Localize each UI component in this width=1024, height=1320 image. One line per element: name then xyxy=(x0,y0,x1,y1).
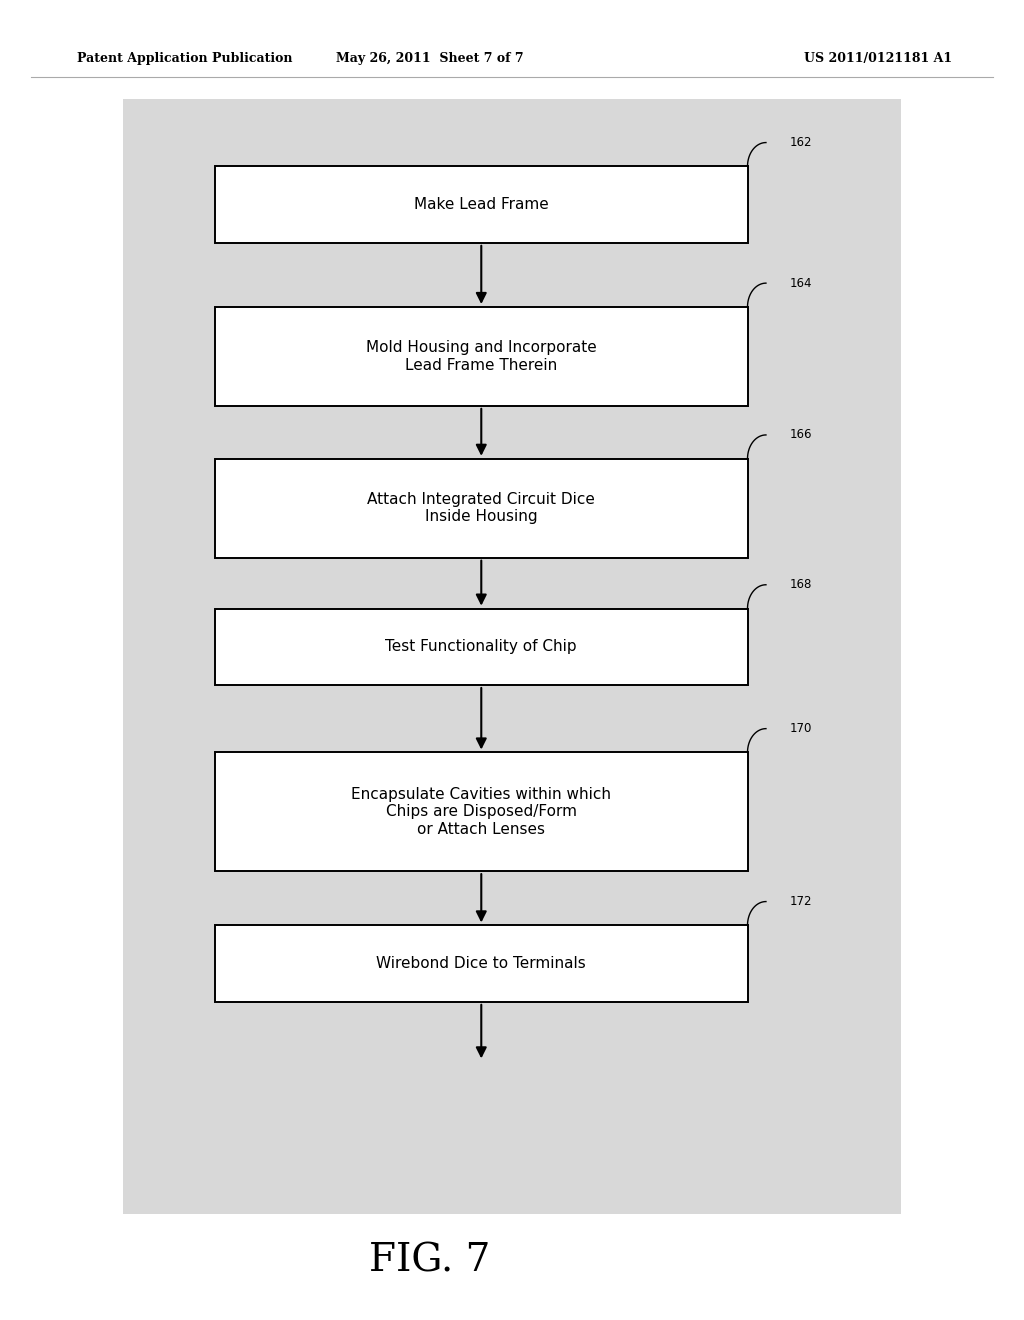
Text: 170: 170 xyxy=(790,722,812,735)
Text: Encapsulate Cavities within which
Chips are Disposed/Form
or Attach Lenses: Encapsulate Cavities within which Chips … xyxy=(351,787,611,837)
Text: 166: 166 xyxy=(790,429,812,441)
Text: Attach Integrated Circuit Dice
Inside Housing: Attach Integrated Circuit Dice Inside Ho… xyxy=(368,492,595,524)
FancyBboxPatch shape xyxy=(215,609,748,685)
Text: 162: 162 xyxy=(790,136,812,149)
Text: Wirebond Dice to Terminals: Wirebond Dice to Terminals xyxy=(377,956,586,972)
Text: Make Lead Frame: Make Lead Frame xyxy=(414,197,549,213)
Text: US 2011/0121181 A1: US 2011/0121181 A1 xyxy=(804,51,952,65)
FancyBboxPatch shape xyxy=(215,752,748,871)
Text: 168: 168 xyxy=(790,578,812,591)
Text: Test Functionality of Chip: Test Functionality of Chip xyxy=(385,639,578,655)
FancyBboxPatch shape xyxy=(215,308,748,407)
FancyBboxPatch shape xyxy=(215,166,748,243)
Text: Patent Application Publication: Patent Application Publication xyxy=(77,51,292,65)
Text: 172: 172 xyxy=(790,895,812,908)
Text: Mold Housing and Incorporate
Lead Frame Therein: Mold Housing and Incorporate Lead Frame … xyxy=(366,341,597,372)
FancyBboxPatch shape xyxy=(215,925,748,1002)
Text: May 26, 2011  Sheet 7 of 7: May 26, 2011 Sheet 7 of 7 xyxy=(336,51,524,65)
Text: FIG. 7: FIG. 7 xyxy=(370,1242,490,1279)
FancyBboxPatch shape xyxy=(215,459,748,557)
FancyBboxPatch shape xyxy=(123,99,901,1214)
Text: 164: 164 xyxy=(790,277,812,289)
